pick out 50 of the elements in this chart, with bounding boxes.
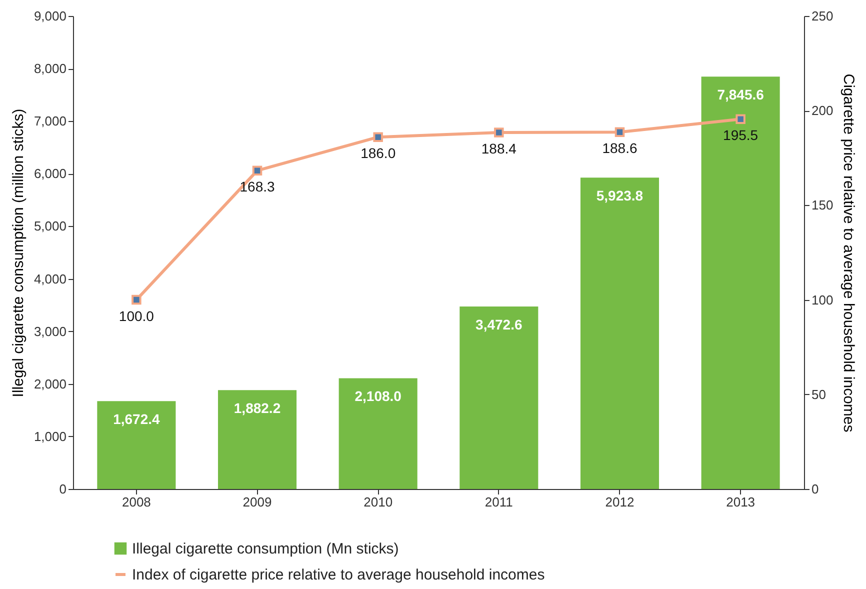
data-label: 100.0 — [118, 308, 154, 324]
bar — [97, 401, 176, 489]
y-tick-label: 2,000 — [34, 376, 66, 392]
point — [132, 294, 142, 305]
y2-tick-label: 250 — [812, 8, 834, 24]
legend-label: Illegal cigarette consumption (Mn sticks) — [132, 540, 399, 558]
bar — [701, 76, 780, 489]
y2-tick-label: 200 — [812, 103, 834, 118]
y2-tick-label: 0 — [812, 482, 819, 496]
y2-axis-title: Cigarette price relative to average household incomes — [840, 74, 858, 432]
data-label: 7,845.6 — [717, 86, 764, 103]
x-tick-label: 2009 — [242, 494, 272, 510]
point — [373, 132, 383, 142]
y2-tick-label: 50 — [812, 386, 826, 402]
x-tick-label: 2012 — [605, 494, 634, 510]
point — [736, 114, 746, 124]
data-label: 186.0 — [360, 145, 396, 162]
data-label: 188.6 — [602, 140, 638, 156]
x-tick-label: 2010 — [364, 494, 393, 510]
point — [494, 128, 504, 138]
x-tick-label: 2008 — [122, 494, 151, 510]
y2-tick-label: 150 — [812, 198, 834, 213]
data-label: 5,923.8 — [596, 188, 644, 204]
x-tick-label: 2013 — [726, 494, 756, 510]
y-tick-label: 9,000 — [34, 8, 66, 24]
y-tick-label: 0 — [59, 482, 66, 496]
x-tick-label: 2011 — [484, 494, 513, 510]
bar — [338, 378, 418, 489]
y2-tick-label: 100 — [812, 292, 834, 308]
y-axis-title: Illegal cigarette consumption (million sticks) — [10, 108, 27, 398]
y-tick-label: 4,000 — [34, 271, 66, 286]
bar — [218, 390, 297, 489]
point — [614, 127, 625, 138]
y-tick-label: 1,000 — [34, 428, 66, 444]
data-label: 1,672.4 — [113, 411, 160, 428]
data-label: 168.3 — [240, 178, 275, 195]
y-tick-label: 5,000 — [34, 218, 66, 234]
y-tick-label: 8,000 — [34, 61, 66, 76]
bar — [580, 178, 660, 489]
point — [252, 166, 262, 176]
data-label: 188.4 — [481, 140, 517, 157]
y-tick-label: 3,000 — [34, 324, 66, 339]
bar — [460, 306, 538, 489]
data-label: 3,472.6 — [476, 316, 522, 332]
y-tick-label: 6,000 — [34, 166, 66, 182]
data-label: 1,882.2 — [234, 400, 281, 416]
y-tick-label: 7,000 — [34, 114, 66, 129]
data-label: 195.5 — [723, 127, 758, 144]
data-label: 2,108.0 — [354, 388, 402, 404]
legend-label: Index of cigarette price relative to average household incomes — [132, 566, 545, 584]
